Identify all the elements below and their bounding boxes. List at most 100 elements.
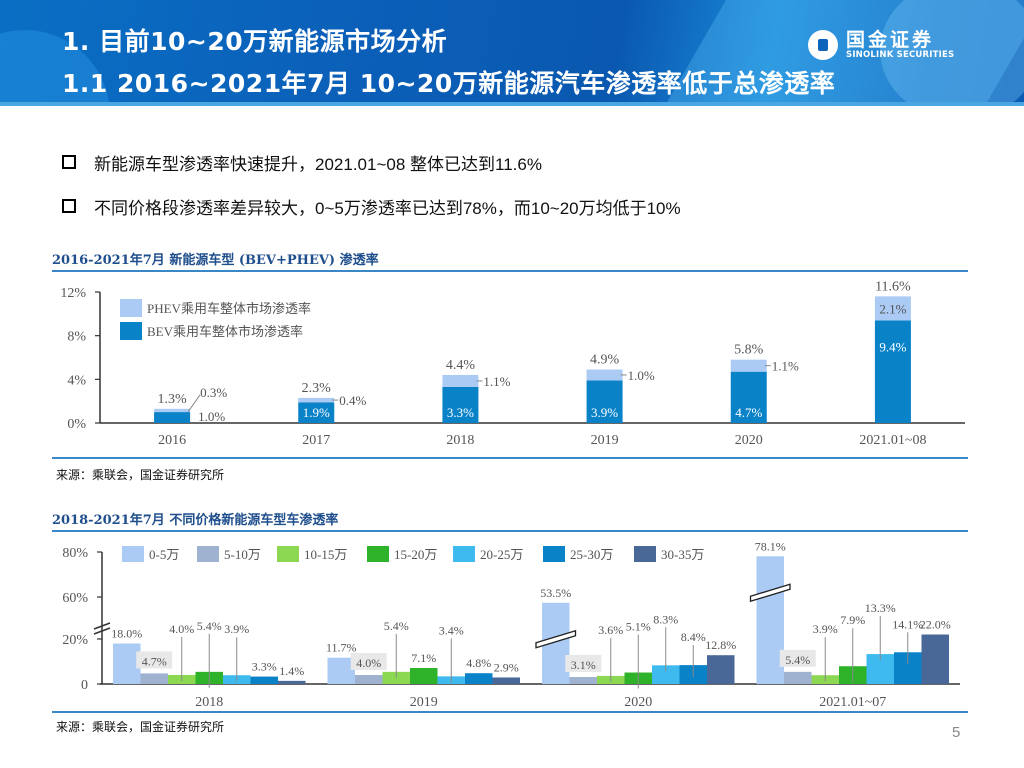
y-tick-label: 8%: [67, 330, 86, 345]
x-tick-label: 2020: [735, 433, 763, 448]
bar: [707, 655, 735, 684]
total-label: 1.3%: [157, 392, 187, 407]
y-tick-label: 80%: [62, 546, 88, 561]
bar-value-label: 53.5%: [540, 586, 571, 600]
bar-value-label: 22.0%: [920, 618, 951, 632]
header-decoration: [880, 0, 1024, 106]
phev-label: 1.1%: [772, 359, 799, 374]
x-tick-label: 2019: [410, 695, 438, 710]
bar-bev: [874, 320, 911, 423]
bar-value-label: 78.1%: [755, 539, 786, 553]
bev-label: 3.9%: [591, 405, 618, 420]
bar: [569, 677, 597, 684]
legend-label-phev: PHEV乘用车整体市场渗透率: [147, 301, 311, 316]
slide-header: 1. 目前10~20万新能源市场分析 1.1 2016~2021年7月 10~2…: [0, 0, 1024, 106]
bar-value-label: 14.1%: [892, 617, 923, 631]
company-logo: 国金证券 SINOLINK SECURITIES: [808, 30, 954, 60]
legend-label: 25-30万: [570, 547, 613, 562]
x-tick-label: 2019: [591, 433, 619, 448]
bev-label: 1.9%: [303, 405, 330, 420]
legend-label-bev: BEV乘用车整体市场渗透率: [147, 324, 303, 339]
bar-value-label: 4.0%: [169, 622, 194, 636]
bar-value-label: 11.7%: [326, 641, 357, 655]
chart2-plot: 0 20% 60% 80% 0-5万 5-10万 10-15万 15-20万 20-25万 25-…: [62, 539, 960, 710]
axis-break-mark: [93, 627, 111, 635]
chart2-source: 来源：乘联会，国金证券研究所: [56, 720, 225, 734]
label-background: [565, 655, 602, 673]
bar-value-label: 8.3%: [653, 612, 678, 626]
bar-break-mark: [535, 629, 577, 649]
legend-swatch-bev: [120, 322, 142, 340]
bar: [921, 634, 949, 684]
bar: [355, 675, 383, 684]
legend-swatch: [543, 546, 565, 562]
bullet-list: 新能源车型渗透率快速提升，2021.01~08 整体已达到11.6% 不同价格段…: [62, 140, 681, 228]
chart2-title: 2018-2021年7月 不同价格新能源车型车渗透率: [52, 513, 339, 528]
legend-swatch-phev: [120, 299, 142, 317]
header-divider: [0, 102, 1024, 106]
bar: [492, 677, 520, 684]
chart1-plot: 0% 4% 8% 12% PHEV乘用车整体市场渗透率 BEV乘用车整体市场渗透率 2016…: [60, 279, 965, 448]
bar-bev: [442, 386, 479, 423]
bar-value-label: 1.4%: [279, 664, 304, 678]
bev-label: 3.3%: [447, 405, 474, 420]
legend-label: 10-15万: [304, 547, 347, 562]
x-tick-label: 2021.01~07: [819, 695, 886, 710]
phev-label: 1.1%: [483, 374, 510, 389]
x-tick-label: 2017: [302, 433, 330, 448]
bar-value-label: 18.0%: [111, 627, 142, 641]
y-tick-label: 20%: [62, 633, 88, 648]
bar-value-label: 3.4%: [439, 623, 464, 637]
chart1-source: 来源：乘联会，国金证券研究所: [56, 468, 225, 482]
total-label: 2.3%: [302, 381, 332, 396]
bar: [410, 668, 438, 684]
bev-label: 1.0%: [198, 409, 225, 424]
legend-swatch: [122, 546, 144, 562]
bar-value-label: 7.9%: [840, 613, 865, 627]
chart1-title: 2016-2021年7月 新能源车型 (BEV+PHEV) 渗透率: [52, 253, 379, 268]
label-leader-line: [187, 394, 201, 413]
x-tick-label: 2020: [624, 695, 652, 710]
slide-title: 1.1 2016~2021年7月 10~20万新能源汽车渗透率低于总渗透率: [62, 69, 836, 98]
chart1-bottom-rule: [52, 457, 968, 459]
bar-phev: [586, 369, 623, 381]
page-number: 5: [952, 724, 961, 741]
legend-label: 0-5万: [149, 547, 179, 562]
y-tick-label: 4%: [67, 373, 86, 388]
x-tick-label: 2018: [446, 433, 474, 448]
legend-label: 15-20万: [394, 547, 437, 562]
bar: [382, 671, 410, 684]
phev-label: 2.1%: [879, 301, 906, 316]
bar-value-label: 3.9%: [224, 622, 249, 636]
bev-label: 4.7%: [735, 405, 762, 420]
bar: [784, 671, 812, 684]
bar: [278, 680, 306, 684]
y-tick-label: 60%: [62, 591, 88, 606]
legend-label: 30-35万: [661, 547, 704, 562]
bar: [140, 673, 168, 684]
y-tick-label: 0%: [67, 417, 86, 432]
section-title: 1. 目前10~20万新能源市场分析: [62, 27, 448, 56]
bar-phev: [442, 374, 479, 387]
bar-bev: [298, 402, 335, 423]
bar-value-label: 3.3%: [252, 660, 277, 674]
bar-phev: [298, 397, 335, 403]
bar-value-label: 13.3%: [865, 601, 896, 615]
bar-phev: [874, 296, 911, 321]
bullet-text: 新能源车型渗透率快速提升，2021.01~08 整体已达到11.6%: [94, 154, 542, 174]
bar: [756, 556, 784, 684]
y-tick-label: 12%: [60, 286, 86, 301]
square-bullet-icon: [62, 155, 76, 169]
bar-value-label: 3.9%: [813, 622, 838, 636]
bar-value-label: 4.0%: [356, 656, 381, 670]
square-bullet-icon: [62, 199, 76, 213]
chart2-bottom-rule: [52, 711, 968, 713]
logo-icon: [808, 30, 838, 60]
x-tick-label: 2018: [195, 695, 223, 710]
phev-label: 1.0%: [628, 368, 655, 383]
legend-label: 20-25万: [480, 547, 523, 562]
legend-swatch: [197, 546, 219, 562]
logo-name-en: SINOLINK SECURITIES: [846, 50, 955, 60]
phev-label: 0.3%: [200, 385, 227, 400]
label-background: [779, 649, 816, 667]
